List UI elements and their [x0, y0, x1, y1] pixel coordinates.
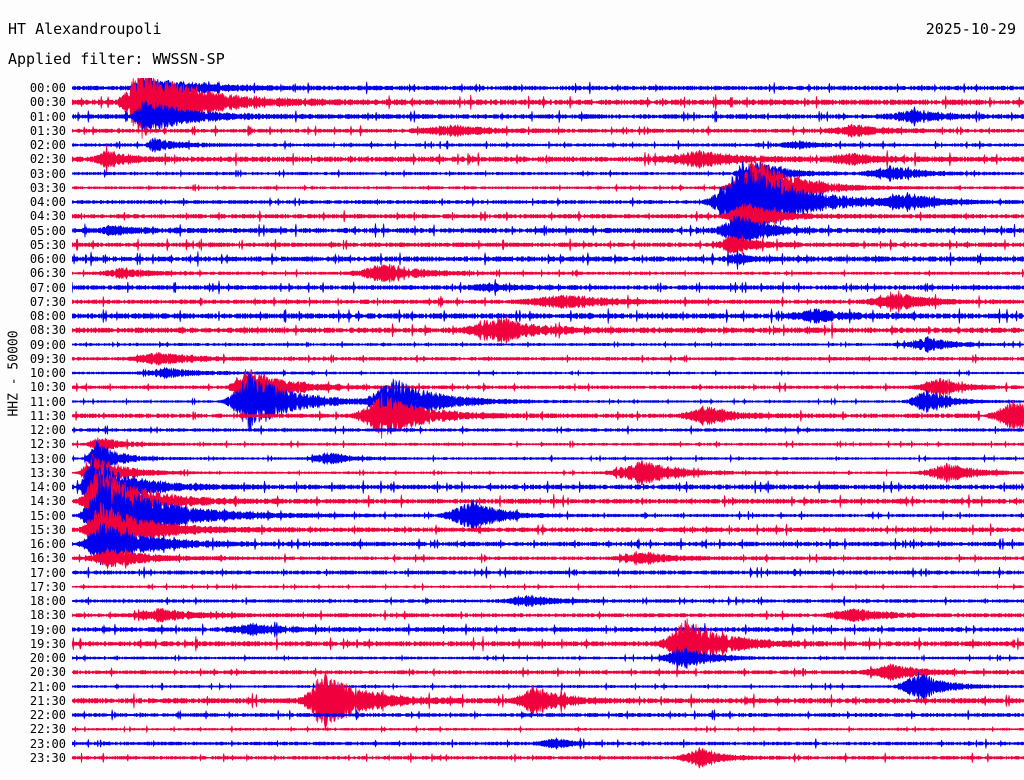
time-label: 18:30 — [29, 608, 66, 623]
time-label: 15:30 — [29, 522, 66, 537]
time-label: 00:00 — [29, 81, 66, 95]
time-label: 08:30 — [29, 323, 66, 338]
time-label: 19:00 — [29, 622, 66, 637]
helicorder-plot: 00:00 00:30 01:00 01:30 02:00 02:30 03:00 03:30… — [0, 78, 1024, 770]
trace-row — [72, 78, 1024, 139]
time-label: 10:30 — [29, 380, 66, 395]
time-label: 13:30 — [29, 465, 66, 480]
time-label: 08:00 — [29, 309, 66, 323]
time-label: 17:30 — [29, 579, 66, 594]
time-label: 01:30 — [29, 123, 66, 138]
date-label: 2025-10-29 — [925, 20, 1016, 38]
time-label: 07:30 — [29, 294, 66, 309]
time-label: 16:00 — [29, 537, 66, 551]
time-label: 16:30 — [29, 551, 66, 566]
time-label: 02:00 — [29, 138, 66, 152]
time-label: 04:30 — [29, 209, 66, 224]
time-label: 10:00 — [29, 366, 66, 380]
time-label: 18:00 — [29, 594, 66, 608]
trace-canvas — [72, 78, 1024, 769]
time-label: 06:30 — [29, 266, 66, 281]
time-label: 20:00 — [29, 651, 66, 665]
time-label: 12:00 — [29, 423, 66, 437]
time-label: 07:00 — [29, 280, 66, 295]
time-label: 05:30 — [29, 237, 66, 252]
time-label: 22:00 — [29, 708, 66, 722]
time-label: 02:30 — [29, 152, 66, 167]
trace-row — [72, 78, 1024, 101]
time-label: 23:00 — [29, 736, 66, 751]
time-label: 01:00 — [29, 109, 66, 124]
filter-label: Applied filter: WWSSN-SP — [8, 50, 225, 68]
time-label: 15:00 — [29, 508, 66, 523]
time-label: 05:00 — [29, 223, 66, 238]
time-label: 12:30 — [29, 437, 66, 452]
time-label: 17:00 — [29, 565, 66, 580]
time-label: 23:30 — [29, 750, 66, 765]
time-label: 11:30 — [29, 408, 66, 423]
time-label: 09:30 — [29, 351, 66, 366]
time-label: 14:00 — [29, 480, 66, 494]
time-label: 03:30 — [29, 180, 66, 195]
time-label: 06:00 — [29, 252, 66, 266]
time-label: 19:30 — [29, 636, 66, 651]
time-label: 04:00 — [29, 195, 66, 209]
time-label: 13:00 — [29, 451, 66, 466]
page-title: HT Alexandroupoli — [8, 20, 162, 38]
time-label: 14:30 — [29, 494, 66, 509]
time-label: 21:30 — [29, 693, 66, 708]
time-axis: 00:00 00:30 01:00 01:30 02:00 02:30 03:00 03:30… — [0, 78, 72, 770]
time-label: 11:00 — [29, 394, 66, 409]
time-label: 22:30 — [29, 722, 66, 737]
time-label: 09:00 — [29, 337, 66, 352]
seismogram-traces — [72, 78, 1024, 770]
time-label: 20:30 — [29, 665, 66, 680]
time-label: 21:00 — [29, 679, 66, 694]
time-label: 03:00 — [29, 166, 66, 181]
time-label: 00:30 — [29, 95, 66, 110]
